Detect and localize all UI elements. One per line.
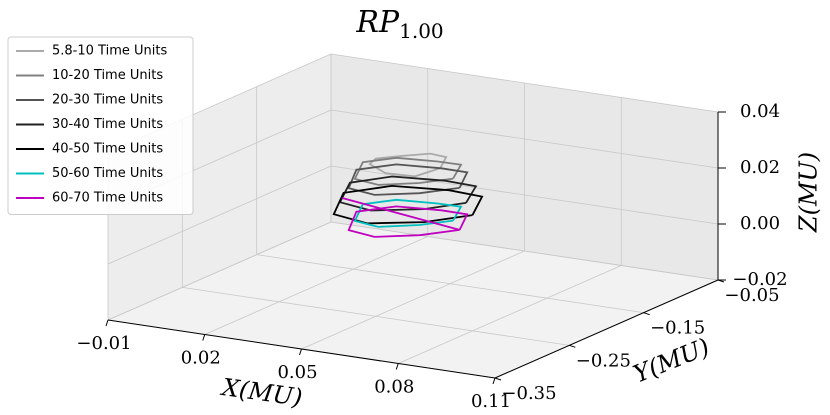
grid-line	[330, 53, 719, 113]
x-tick	[492, 377, 496, 385]
x-tick	[105, 319, 109, 327]
trajectory	[368, 152, 448, 178]
grid-line	[107, 165, 332, 265]
y-tick-label: −0.15	[650, 318, 705, 339]
legend-label: 40-50 Time Units	[52, 142, 163, 157]
grid-line	[398, 265, 622, 364]
chart-title: RP1.00	[355, 5, 443, 43]
trajectory	[347, 163, 469, 196]
legend-label: 30-40 Time Units	[52, 117, 163, 132]
panes	[108, 54, 718, 378]
legend-label: 50-60 Time Units	[52, 166, 163, 181]
z-tick-label: 0.00	[740, 213, 780, 234]
y-tick-label: −0.05	[724, 285, 779, 306]
lines	[332, 152, 484, 238]
legend: 5.8-10 Time Units 10-20 Time Units 20-30 T…	[7, 36, 194, 215]
y-tick	[643, 312, 650, 316]
ticks: −0.01 0.02 0.05 0.08 0.11 −0.05 −0.15 −0.25 −0.3…	[76, 101, 787, 412]
x-tick-label: 0.11	[471, 391, 511, 412]
y-axis-title: Y(MU)	[629, 333, 713, 389]
z-tick-label: 0.04	[740, 101, 780, 122]
z-tick-label: −0.02	[732, 269, 787, 290]
y-tick	[569, 344, 576, 348]
title-main: RP	[355, 5, 400, 40]
z-tick-label: 0.02	[740, 157, 780, 178]
legend-label: 10-20 Time Units	[52, 68, 163, 83]
title-subscript: 1.00	[399, 19, 444, 43]
x-tick	[395, 363, 399, 370]
x-tick	[202, 334, 206, 341]
grid-line	[330, 221, 719, 281]
left-pane	[108, 54, 331, 320]
y-axis-line	[494, 279, 719, 379]
grid-line	[330, 109, 719, 169]
grid-line	[182, 286, 570, 346]
trajectory	[341, 197, 469, 238]
x-tick-label: 0.08	[374, 377, 414, 398]
grid-line	[330, 165, 719, 225]
y-tick	[494, 377, 502, 381]
y-tick-label: −0.25	[576, 350, 631, 371]
x-tick	[299, 348, 302, 356]
grid-line	[301, 250, 525, 350]
trajectory	[353, 156, 463, 186]
grid-line	[204, 236, 428, 335]
trajectory	[338, 175, 478, 212]
x-tick-label: −0.01	[76, 333, 131, 354]
grid-line	[256, 254, 644, 314]
legend-box	[7, 36, 194, 215]
x-tick-label: 0.05	[277, 362, 317, 383]
trajectory	[332, 184, 484, 225]
z-axis-title: Z(MU)	[795, 152, 823, 233]
x-tick-label: 0.02	[181, 348, 221, 369]
y-tick-label: −0.35	[501, 383, 556, 404]
legend-label: 5.8-10 Time Units	[52, 44, 167, 59]
grid-line	[107, 221, 332, 321]
legend-label: 20-30 Time Units	[52, 93, 163, 108]
x-axis-line	[107, 319, 496, 379]
legend-label: 60-70 Time Units	[52, 191, 163, 206]
